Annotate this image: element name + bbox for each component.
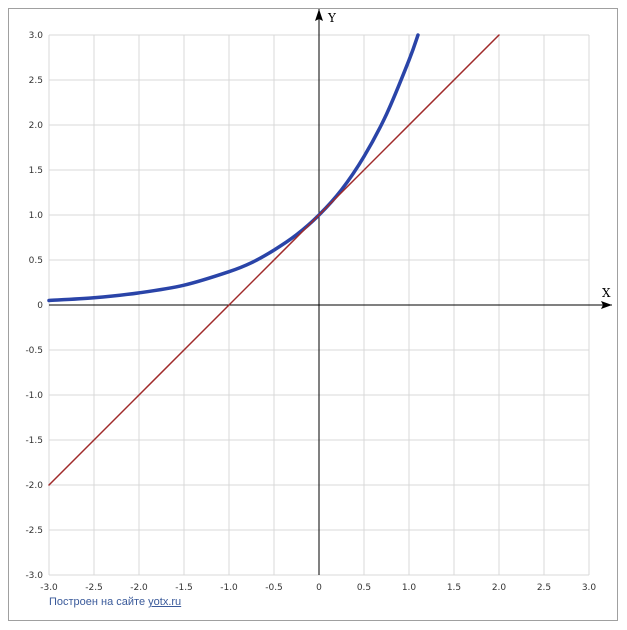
y-axis-label: Y: [327, 11, 337, 25]
axes: XY: [49, 9, 612, 575]
x-tick-label: -2.0: [130, 583, 148, 593]
y-tick-label: 1.0: [29, 211, 44, 221]
y-tick-label: 0: [37, 301, 43, 311]
x-tick-label: 3.0: [582, 583, 597, 593]
x-axis-arrow: [601, 301, 612, 309]
x-tick-label: -1.5: [175, 583, 193, 593]
x-tick-label: 1.5: [447, 583, 461, 593]
x-tick-label: 2.0: [492, 583, 507, 593]
credit-link[interactable]: yotx.ru: [148, 596, 182, 608]
x-tick-label: -3.0: [40, 583, 58, 593]
y-tick-label: 3.0: [29, 31, 44, 41]
y-axis-arrow: [315, 9, 323, 21]
y-tick-label: -1.0: [25, 391, 43, 401]
y-tick-label: -1.5: [25, 436, 43, 446]
x-tick-label: 0: [316, 583, 322, 593]
series-line-1: [48, 34, 500, 486]
y-tick-label: -0.5: [25, 346, 43, 356]
series-lines: [47, 33, 500, 486]
x-tick-label: -0.5: [265, 583, 283, 593]
y-tick-label: 1.5: [29, 166, 43, 176]
x-axis-label: X: [602, 286, 611, 300]
x-tick-label: 1.0: [402, 583, 417, 593]
credit-text: Построен на сайте: [49, 596, 146, 608]
chart-frame: [8, 8, 618, 621]
x-tick-label: -2.5: [85, 583, 103, 593]
y-tick-label: 2.0: [29, 121, 44, 131]
y-tick-label: -2.0: [25, 481, 43, 491]
y-tick-label: -3.0: [25, 571, 43, 581]
tick-labels: -3.0 -2.5 -2.0 -1.5 -1.0 -0.5 0 0.5 1.0 1.5 2.0 2.5…: [25, 31, 596, 593]
y-tick-label: 2.5: [29, 76, 43, 86]
x-tick-label: -1.0: [220, 583, 238, 593]
x-tick-label: 2.5: [537, 583, 551, 593]
y-tick-label: -2.5: [25, 526, 43, 536]
y-tick-label: 0.5: [29, 256, 43, 266]
series-line-0: [47, 33, 420, 303]
x-tick-label: 0.5: [357, 583, 371, 593]
credit-line: Построен на сайте yotx.ru: [49, 596, 181, 608]
